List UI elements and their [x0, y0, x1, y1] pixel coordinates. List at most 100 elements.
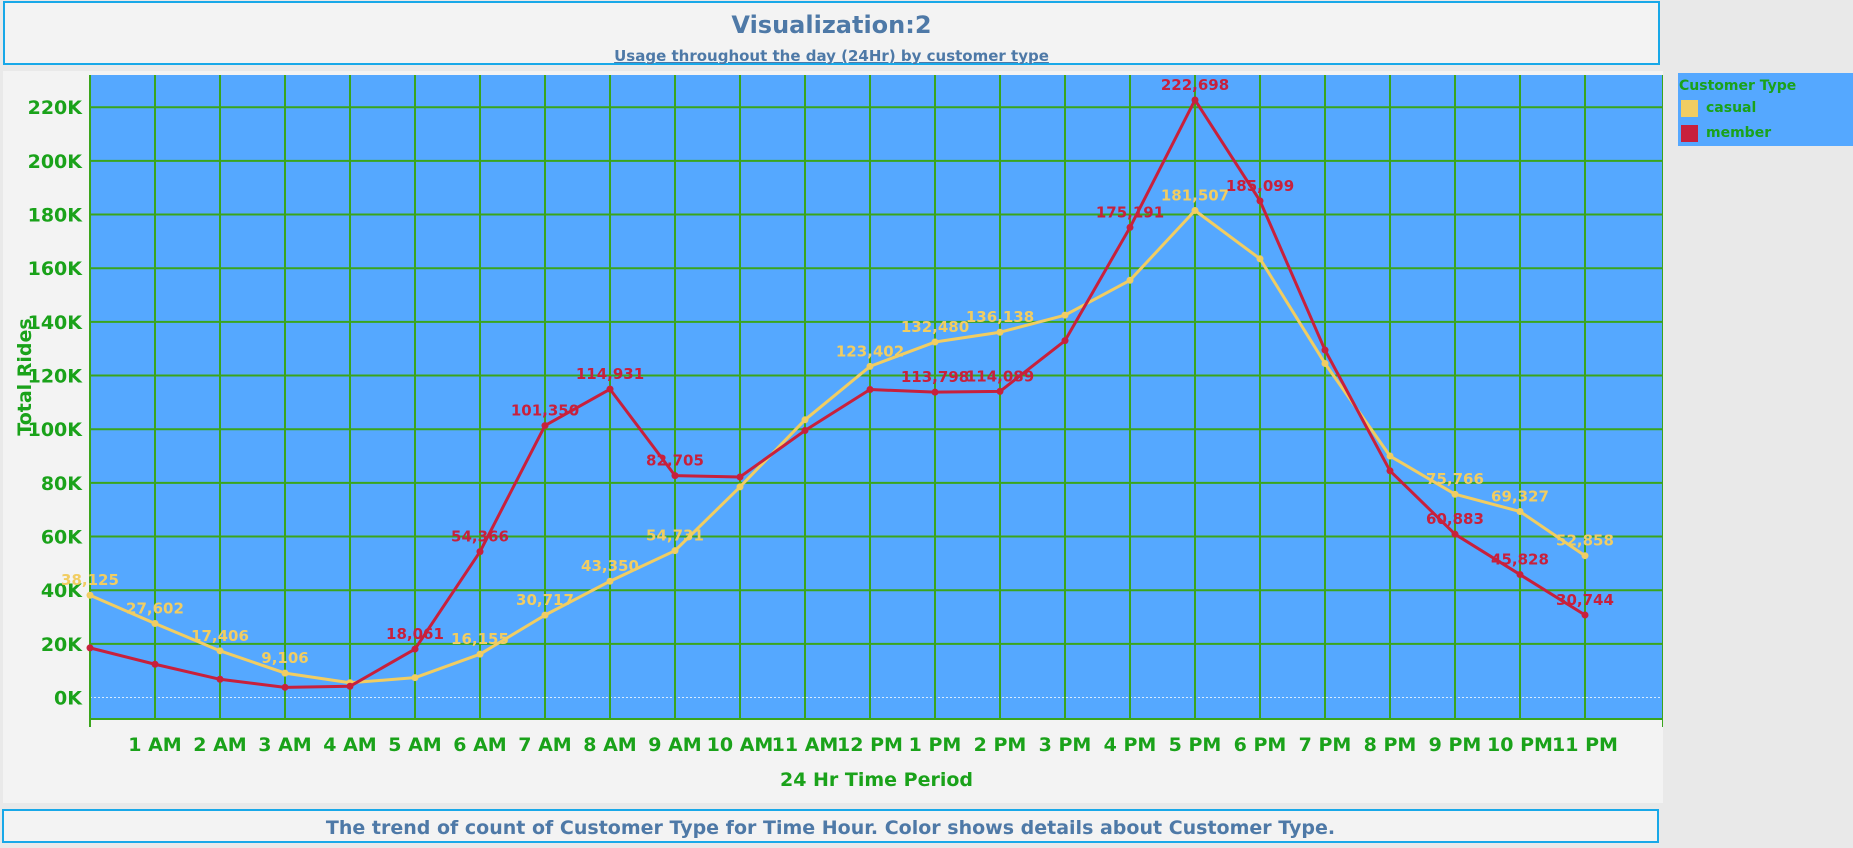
data-label-member: 222,698: [1161, 76, 1229, 94]
data-label-member: 45,828: [1491, 551, 1549, 569]
data-label-member: 54,366: [451, 528, 509, 546]
x-tick-label: 3 PM: [1039, 734, 1092, 756]
data-point-member[interactable]: [606, 385, 614, 393]
data-point-member[interactable]: [866, 385, 874, 393]
data-point-casual[interactable]: [736, 483, 744, 491]
data-label-member: 114,931: [576, 365, 644, 383]
data-point-member[interactable]: [1581, 611, 1589, 619]
data-point-member[interactable]: [1516, 571, 1524, 579]
data-point-casual[interactable]: [606, 577, 614, 585]
x-tick-label: 7 AM: [518, 734, 571, 756]
data-point-casual[interactable]: [996, 328, 1004, 336]
data-label-member: 60,883: [1426, 510, 1484, 528]
x-tick-label: 11 PM: [1552, 734, 1618, 756]
data-point-member[interactable]: [86, 644, 94, 652]
data-label-member: 18,061: [386, 625, 444, 643]
data-point-member[interactable]: [541, 422, 549, 430]
data-point-casual[interactable]: [476, 650, 484, 658]
y-axis-title: Total Rides: [14, 318, 36, 435]
data-label-casual: 181,507: [1161, 186, 1229, 204]
data-point-member[interactable]: [151, 660, 159, 668]
data-point-member[interactable]: [1191, 96, 1199, 104]
legend-label-casual: casual: [1706, 100, 1757, 116]
y-tick-label: 200K: [28, 151, 84, 173]
x-tick-label: 8 AM: [583, 734, 636, 756]
x-axis-title: 24 Hr Time Period: [780, 769, 973, 791]
x-tick-label: 6 PM: [1234, 734, 1287, 756]
data-point-casual[interactable]: [86, 591, 94, 599]
x-tick-label: 12 PM: [837, 734, 903, 756]
data-label-member: 101,350: [511, 402, 579, 420]
x-tick-label: 1 PM: [909, 734, 962, 756]
caption: The trend of count of Customer Type for …: [325, 817, 1336, 839]
data-point-member[interactable]: [736, 473, 744, 481]
legend-swatch-casual: [1681, 100, 1698, 117]
x-tick-label: 6 AM: [453, 734, 506, 756]
data-point-member[interactable]: [1256, 197, 1264, 205]
data-label-casual: 38,125: [61, 571, 119, 589]
data-point-member[interactable]: [346, 682, 354, 690]
data-point-casual[interactable]: [931, 338, 939, 346]
series-line-member[interactable]: [89, 98, 1586, 689]
plot-area: [90, 75, 1663, 719]
data-label-casual: 132,480: [901, 318, 969, 336]
legend: Customer Type casual member: [1678, 73, 1853, 146]
y-tick-label: 100K: [28, 419, 84, 441]
line-chart[interactable]: 0K 20K 40K 60K 80K 100K 120K 140K 160K 180K 200K 22…: [3, 71, 1663, 803]
data-point-casual[interactable]: [281, 669, 289, 677]
data-label-member: 82,705: [646, 452, 704, 470]
x-tick-label: 4 AM: [323, 734, 376, 756]
x-tick-label: 9 PM: [1429, 734, 1482, 756]
x-tick-label: 10 AM: [707, 734, 774, 756]
data-point-member[interactable]: [801, 427, 809, 435]
x-tick-label: 3 AM: [258, 734, 311, 756]
data-label-casual: 27,602: [126, 599, 184, 617]
data-point-member[interactable]: [1126, 223, 1134, 231]
y-tick-label: 140K: [28, 312, 84, 334]
title-box: Visualization:2 Usage throughout the day…: [3, 1, 1660, 65]
data-point-member[interactable]: [411, 645, 419, 653]
legend-swatch-member: [1681, 125, 1698, 142]
data-point-casual[interactable]: [1256, 255, 1264, 263]
data-label-casual: 75,766: [1426, 470, 1484, 488]
data-point-casual[interactable]: [1126, 276, 1134, 284]
data-point-member[interactable]: [1321, 346, 1329, 354]
data-point-member[interactable]: [281, 683, 289, 691]
x-tick-label: 9 AM: [648, 734, 701, 756]
data-point-casual[interactable]: [671, 547, 679, 555]
data-point-casual[interactable]: [866, 362, 874, 370]
chart-subtitle[interactable]: Usage throughout the day (24Hr) by custo…: [614, 47, 1049, 65]
data-label-member: 185,099: [1226, 177, 1294, 195]
x-tick-label: 10 PM: [1487, 734, 1553, 756]
data-point-member[interactable]: [671, 472, 679, 480]
data-point-casual[interactable]: [1386, 452, 1394, 460]
data-label-casual: 30,717: [516, 591, 574, 609]
y-tick-label: 40K: [41, 580, 83, 602]
data-point-member[interactable]: [1061, 337, 1069, 345]
series-line-casual[interactable]: [89, 208, 1586, 685]
data-point-casual[interactable]: [1581, 552, 1589, 560]
data-point-member[interactable]: [931, 388, 939, 396]
data-point-member[interactable]: [1451, 530, 1459, 538]
data-point-casual[interactable]: [1516, 508, 1524, 516]
data-point-casual[interactable]: [411, 674, 419, 682]
data-point-casual[interactable]: [541, 611, 549, 619]
data-point-casual[interactable]: [151, 619, 159, 627]
data-point-casual[interactable]: [1451, 490, 1459, 498]
data-label-casual: 16,155: [451, 630, 509, 648]
data-point-casual[interactable]: [801, 416, 809, 424]
data-label-casual: 17,406: [191, 627, 249, 645]
data-label-member: 30,744: [1556, 591, 1614, 609]
data-point-casual[interactable]: [1061, 311, 1069, 319]
legend-title: Customer Type: [1679, 78, 1797, 94]
data-point-casual[interactable]: [1191, 206, 1199, 214]
chart-panel: 0K 20K 40K 60K 80K 100K 120K 140K 160K 180K 200K 22…: [3, 71, 1663, 803]
data-point-member[interactable]: [476, 548, 484, 556]
data-point-casual[interactable]: [1321, 359, 1329, 367]
data-point-member[interactable]: [216, 675, 224, 683]
data-point-casual[interactable]: [216, 647, 224, 655]
data-point-member[interactable]: [1386, 467, 1394, 475]
y-tick-label: 220K: [28, 97, 84, 119]
data-point-member[interactable]: [996, 387, 1004, 395]
y-tick-label: 20K: [41, 634, 83, 656]
